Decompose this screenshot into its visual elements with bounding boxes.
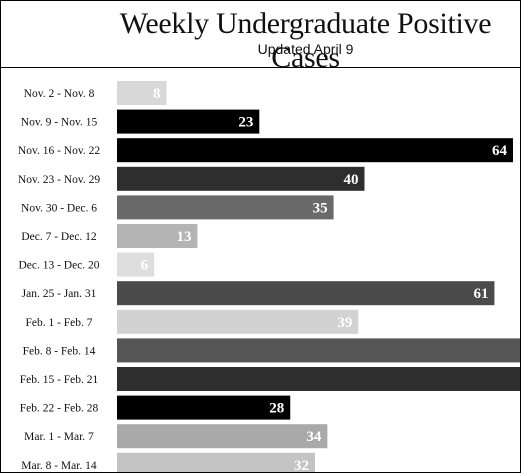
category-label: Feb. 22 - Feb. 28 [20,403,99,415]
category-label: Mar. 1 - Mar. 7 [24,431,94,443]
bar [117,138,513,163]
bar [117,367,520,391]
chart-title: Weekly Undergraduate Positive Cases [119,7,492,74]
bar [117,309,359,334]
bar [117,395,291,420]
value-label: 64 [492,143,508,159]
bar [117,281,495,306]
value-label: 39 [337,315,352,331]
category-label: Feb. 1 - Feb. 7 [25,317,92,329]
category-label: Nov. 23 - Nov. 29 [18,174,100,186]
category-label: Nov. 9 - Nov. 15 [21,117,98,129]
bar [117,338,520,363]
value-label: 40 [344,172,359,188]
bar [117,252,155,277]
bar [117,452,315,472]
category-label: Jan. 25 - Jan. 31 [22,288,97,300]
category-label: Feb. 15 - Feb. 21 [20,374,99,386]
value-label: 28 [269,401,284,417]
value-label: 6 [141,258,149,274]
category-label: Dec. 7 - Dec. 12 [21,231,97,243]
value-label: 34 [306,429,322,445]
value-label: 13 [176,229,191,245]
category-label: Mar. 8 - Mar. 14 [21,460,97,472]
category-label: Dec. 13 - Dec. 20 [18,260,99,272]
value-label: 8 [153,86,161,102]
category-label: Nov. 16 - Nov. 22 [18,145,100,157]
category-label: Feb. 8 - Feb. 14 [23,345,96,357]
bar [117,224,198,248]
bar [117,109,260,134]
bar [117,424,328,449]
value-label: 35 [313,200,328,216]
chart-subtitle: Updated April 9 [257,41,354,57]
bar [117,166,365,191]
category-label: Nov. 30 - Dec. 6 [21,202,97,214]
value-label: 23 [238,115,253,131]
bar [117,195,334,220]
chart-header: Weekly Undergraduate Positive Cases Upda… [1,1,520,74]
value-label: 32 [294,458,309,472]
value-label: 61 [473,286,488,302]
bar [117,81,167,105]
category-label: Nov. 2 - Nov. 8 [24,88,95,100]
